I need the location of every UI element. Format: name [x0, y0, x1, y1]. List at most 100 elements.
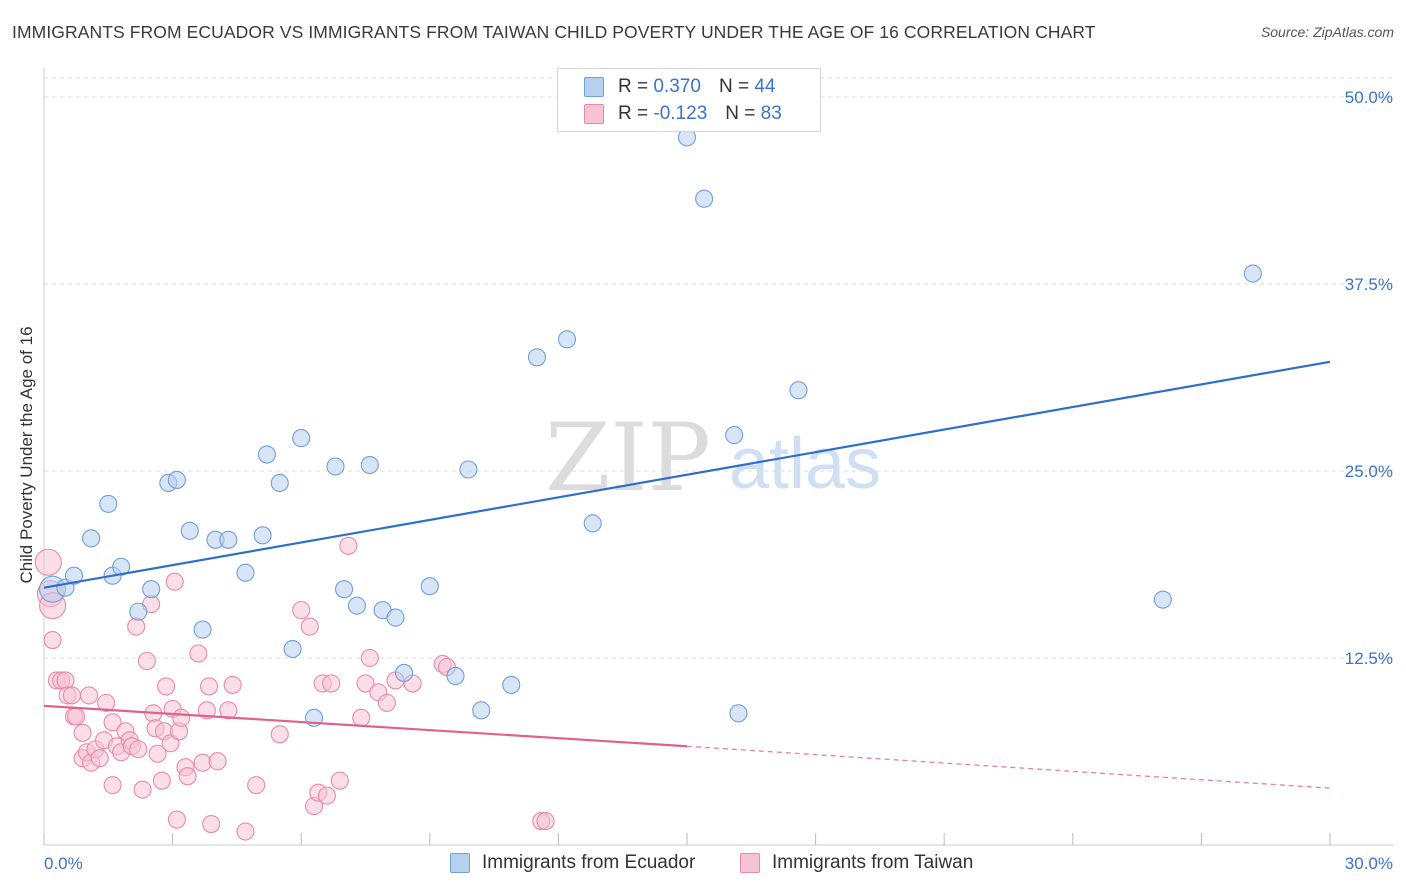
- ecuador-point: [219, 530, 238, 549]
- ecuador-point: [472, 701, 491, 720]
- watermark-zip: ZIP: [545, 404, 711, 513]
- taiwan-point: [79, 686, 99, 705]
- ecuador-point: [253, 526, 272, 545]
- trend-lines: [43, 360, 1331, 789]
- taiwan-point: [300, 617, 319, 636]
- ecuador-point: [283, 639, 302, 659]
- taiwan-point: [172, 708, 191, 727]
- taiwan-point: [223, 675, 242, 694]
- ecuador-point: [502, 675, 521, 694]
- taiwan-point: [90, 749, 109, 768]
- taiwan-point: [236, 822, 255, 841]
- ecuador-point: [360, 455, 379, 475]
- ecuador-point: [236, 563, 255, 582]
- taiwan-point: [199, 677, 219, 696]
- ecuador-point: [695, 189, 714, 208]
- r-label: R =: [618, 76, 649, 97]
- ecuador-point: [729, 704, 748, 723]
- ecuador-point: [193, 620, 212, 639]
- ecuador-swatch: [584, 77, 604, 97]
- axes: [43, 68, 1393, 846]
- x-tick-label: 0.0%: [44, 854, 83, 873]
- taiwan-point: [339, 536, 358, 555]
- taiwan-point: [352, 708, 371, 727]
- taiwan-point: [178, 767, 197, 786]
- taiwan-point: [322, 674, 341, 693]
- taiwan-point: [152, 771, 171, 790]
- taiwan-point: [165, 572, 184, 591]
- ecuador-point: [292, 429, 311, 448]
- ecuador-point: [557, 330, 577, 349]
- ecuador-point: [583, 514, 602, 533]
- taiwan-point: [62, 686, 81, 705]
- taiwan-point: [97, 693, 116, 712]
- taiwan-point: [193, 753, 212, 772]
- r-value-ecuador: 0.370: [653, 76, 701, 97]
- ecuador-point: [64, 566, 84, 585]
- taiwan-point: [73, 723, 92, 742]
- legend-row-taiwan: R = -0.123 N = 83: [584, 101, 782, 127]
- ecuador-point: [347, 596, 366, 615]
- taiwan-point: [103, 776, 122, 795]
- ecuador-point: [180, 521, 199, 540]
- taiwan-point: [202, 815, 221, 834]
- y-tick-label: 12.5%: [1345, 649, 1393, 668]
- legend-label-ecuador: Immigrants from Ecuador: [482, 852, 696, 873]
- taiwan-point: [67, 707, 86, 726]
- ecuador-point: [129, 602, 148, 621]
- n-value-ecuador: 44: [754, 76, 776, 97]
- ecuador-point: [99, 494, 118, 513]
- legend-row-ecuador: R = 0.370 N = 44: [584, 74, 775, 100]
- chart-title: IMMIGRANTS FROM ECUADOR VS IMMIGRANTS FR…: [12, 22, 1096, 42]
- taiwan-point: [208, 752, 227, 771]
- legend-item-ecuador[interactable]: Immigrants from Ecuador: [450, 852, 695, 874]
- ecuador-point: [420, 577, 439, 596]
- ecuador-point: [725, 426, 744, 445]
- legend-label-taiwan: Immigrants from Taiwan: [772, 852, 974, 873]
- ecuador-point: [167, 470, 186, 490]
- taiwan-trend-extrapolation: [686, 745, 1331, 789]
- ecuador-point: [1243, 264, 1262, 283]
- taiwan-point: [157, 677, 176, 696]
- x-tick-label: 30.0%: [1345, 854, 1393, 873]
- taiwan-point: [536, 812, 555, 831]
- r-value-taiwan: -0.123: [653, 103, 708, 124]
- taiwan-point: [292, 601, 311, 620]
- taiwan-legend-swatch: [740, 853, 760, 873]
- taiwan-point: [103, 713, 122, 732]
- taiwan-point: [247, 776, 266, 795]
- taiwan-point: [127, 617, 146, 636]
- ecuador-point: [446, 666, 465, 686]
- taiwan-point: [148, 744, 167, 763]
- n-label: N =: [725, 103, 756, 124]
- taiwan-point: [167, 810, 186, 829]
- taiwan-swatch: [584, 104, 604, 124]
- ecuador-point: [1153, 590, 1172, 609]
- taiwan-point: [197, 701, 216, 720]
- taiwan-point: [34, 548, 62, 576]
- taiwan-point: [317, 786, 336, 805]
- taiwan-point: [129, 740, 148, 759]
- ecuador-legend-swatch: [450, 853, 470, 873]
- ecuador-point: [789, 381, 808, 400]
- ecuador-point: [335, 580, 354, 599]
- ecuador-point: [395, 663, 414, 683]
- legend-item-taiwan[interactable]: Immigrants from Taiwan: [740, 852, 973, 874]
- y-tick-label: 37.5%: [1345, 275, 1393, 294]
- source-label: Source: ZipAtlas.com: [1260, 24, 1394, 40]
- tick-labels: 12.5% 25.0% 37.5% 50.0% 0.0% 30.0%: [44, 88, 1393, 873]
- taiwan-point: [270, 725, 289, 744]
- ecuador-point: [82, 529, 101, 548]
- taiwan-point: [133, 780, 152, 799]
- taiwan-point: [377, 693, 396, 712]
- taiwan-point: [189, 644, 208, 663]
- ecuador-point: [142, 580, 161, 599]
- n-value-taiwan: 83: [760, 103, 782, 124]
- ecuador-point: [326, 457, 345, 476]
- taiwan-points: [34, 536, 555, 841]
- taiwan-trend-line: [43, 704, 688, 748]
- correlation-legend: R = 0.370 N = 44 R = -0.123 N = 83: [557, 68, 821, 132]
- taiwan-point: [219, 701, 238, 720]
- series-legend: Immigrants from Ecuador Immigrants from …: [0, 852, 1406, 878]
